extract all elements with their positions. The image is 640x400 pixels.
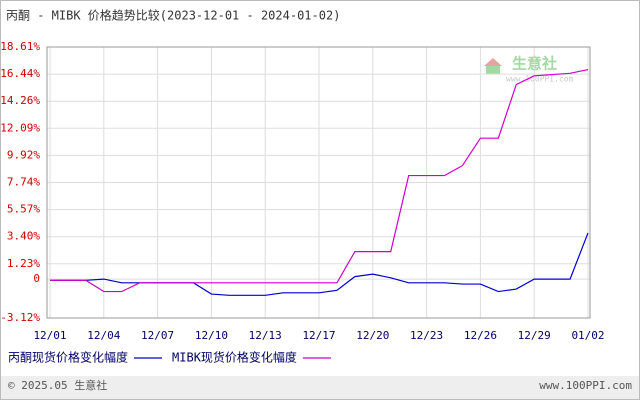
x-tick-label: 01/02 <box>571 329 604 342</box>
x-tick-label: 12/10 <box>195 329 228 342</box>
series-line <box>50 68 589 293</box>
x-tick-label: 12/26 <box>464 329 497 342</box>
y-tick-label: 5.57% <box>7 203 40 216</box>
y-tick-label: -3.12% <box>0 311 40 324</box>
y-tick-label: 16.44% <box>0 67 40 80</box>
x-tick-label: 12/29 <box>518 329 551 342</box>
x-tick-label: 12/07 <box>141 329 174 342</box>
plot-border <box>46 46 591 319</box>
y-tick-label: 7.74% <box>7 176 40 189</box>
legend-label: 丙酮现货价格变化幅度 <box>8 350 128 365</box>
footer-left: © 2025.05 生意社 <box>8 378 107 392</box>
y-tick-label: 0 <box>33 272 40 285</box>
footer-band <box>1 376 639 399</box>
y-tick-label: 3.40% <box>7 230 40 243</box>
x-tick-label: 12/17 <box>302 329 335 342</box>
legend-label: MIBK现货价格变化幅度 <box>172 350 297 365</box>
x-tick-label: 12/04 <box>87 329 120 342</box>
watermark-url: www.100PPI.com <box>506 75 574 84</box>
y-tick-label: 14.26% <box>0 94 40 107</box>
watermark-icon <box>486 66 500 74</box>
footer-right: www.100PPI.com <box>539 379 632 392</box>
watermark-icon <box>484 58 502 66</box>
y-tick-label: 12.09% <box>0 121 40 134</box>
chart-title: 丙酮 - MIBK 价格趋势比较(2023-12-01 - 2024-01-02… <box>6 8 340 23</box>
x-tick-label: 12/01 <box>33 329 66 342</box>
x-tick-label: 12/20 <box>356 329 389 342</box>
x-tick-label: 12/13 <box>249 329 282 342</box>
x-tick-label: 12/23 <box>410 329 443 342</box>
y-tick-label: 1.23% <box>7 257 40 270</box>
y-tick-label: 18.61% <box>0 40 40 53</box>
y-tick-label: 9.92% <box>7 148 40 161</box>
